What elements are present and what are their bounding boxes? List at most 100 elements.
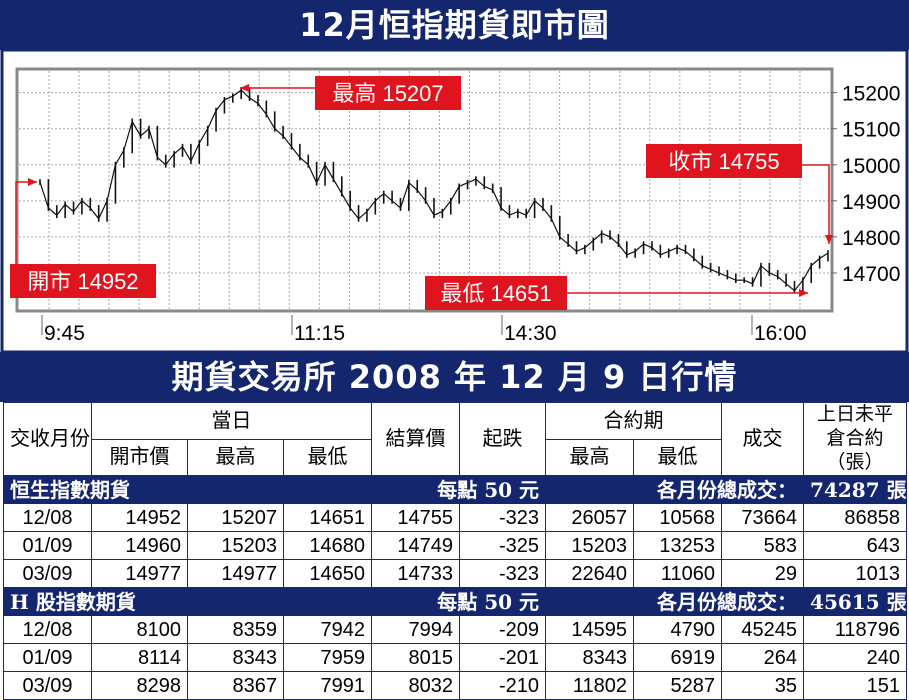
x-tick-label: 9:45 bbox=[44, 322, 85, 345]
table-cell: 29 bbox=[721, 559, 805, 588]
header-open: 開市價 bbox=[91, 438, 188, 476]
table-row: 03/09 14977 14977 14650 14733 -323 22640 11060 2… bbox=[3, 559, 908, 588]
open-box bbox=[10, 264, 156, 298]
table-row: 01/09 14960 15203 14680 14749 -325 15203 13253 5… bbox=[3, 531, 908, 560]
price-series bbox=[39, 87, 829, 294]
close-label: 收市 14755 bbox=[668, 149, 779, 174]
header-low: 最低 bbox=[282, 438, 373, 476]
table-cell: 8367 bbox=[187, 671, 284, 700]
header-row-1: 交收月份 當日 結算價 起跌 合約期 成交 上日未平倉合約（張） bbox=[3, 402, 908, 476]
section-name: 恒生指數期貨 bbox=[3, 475, 284, 504]
table-cell: 14977 bbox=[91, 559, 188, 588]
table-cell: 7959 bbox=[282, 643, 373, 672]
table-cell: 15207 bbox=[187, 503, 284, 532]
table-cell: 11802 bbox=[545, 671, 635, 700]
table-cell: 10568 bbox=[633, 503, 723, 532]
table-row: 01/09 8114 8343 7959 8015 -201 8343 6919 264 240 bbox=[3, 643, 908, 672]
table-cell: 45245 bbox=[721, 615, 805, 644]
table-cell: 14755 bbox=[371, 503, 461, 532]
table-cell: 4790 bbox=[633, 615, 723, 644]
table-body: 恒生指數期貨 每點 50 元各月份總成交： 74287 張 12/08 14952 152… bbox=[3, 475, 908, 700]
header-settle: 結算價 bbox=[371, 402, 461, 476]
y-tick-label: 15000 bbox=[842, 155, 900, 178]
x-tick-label: 14:30 bbox=[504, 322, 557, 345]
table-cell: 583 bbox=[721, 531, 805, 560]
table-cell: 264 bbox=[721, 643, 805, 672]
header-contract-low: 最低 bbox=[633, 438, 723, 476]
table-cell: 14960 bbox=[91, 531, 188, 560]
table-cell: 15203 bbox=[545, 531, 635, 560]
table-row: 03/09 8298 8367 7991 8032 -210 11802 5287 35 151 bbox=[3, 671, 908, 700]
section-per-point: 每點 50 元 bbox=[282, 587, 547, 616]
intraday-chart: 14700 14800 14900 15000 15100 15200 9:45 11:15… bbox=[0, 50, 909, 352]
low-label: 最低 14651 bbox=[440, 281, 551, 306]
header-high: 最高 bbox=[187, 438, 284, 476]
high-arrow-head bbox=[240, 84, 249, 92]
table-cell: -323 bbox=[459, 503, 547, 532]
table-cell: 14977 bbox=[187, 559, 284, 588]
table-cell: 13253 bbox=[633, 531, 723, 560]
low-arrow-head bbox=[799, 289, 808, 297]
table-cell: 8015 bbox=[371, 643, 461, 672]
table-cell: 240 bbox=[803, 643, 908, 672]
table-cell: 14680 bbox=[282, 531, 373, 560]
close-arrow-head bbox=[825, 235, 833, 244]
table-cell: 5287 bbox=[633, 671, 723, 700]
table-cell: 14749 bbox=[371, 531, 461, 560]
section-total-label: 各月份總成交： bbox=[545, 587, 805, 616]
table-cell: 7942 bbox=[282, 615, 373, 644]
header-open-interest: 上日未平倉合約（張） bbox=[803, 402, 908, 476]
table-cell: 14952 bbox=[91, 503, 188, 532]
table-cell: 01/09 bbox=[3, 643, 92, 672]
futures-table: 交收月份 當日 結算價 起跌 合約期 成交 上日未平倉合約（張） 開市價 最高 … bbox=[3, 402, 908, 700]
y-tick-label: 14700 bbox=[842, 263, 900, 286]
x-axis: 9:45 11:15 14:30 16:00 bbox=[41, 315, 807, 345]
table-cell: 8032 bbox=[371, 671, 461, 700]
table-cell: 1013 bbox=[803, 559, 908, 588]
open-label: 開市 14952 bbox=[27, 269, 138, 294]
table-cell: 643 bbox=[803, 531, 908, 560]
table-cell: 86858 bbox=[803, 503, 908, 532]
section-header-row: H 股指數期貨 每點 50 元各月份總成交： 45615 張 bbox=[3, 587, 908, 616]
high-box bbox=[315, 76, 461, 110]
y-tick-label: 15200 bbox=[842, 83, 900, 106]
x-tick-label: 11:15 bbox=[294, 322, 345, 345]
section-name: H 股指數期貨 bbox=[3, 587, 284, 616]
x-tick-label: 16:00 bbox=[754, 322, 807, 345]
close-arrow-line bbox=[802, 164, 830, 244]
table-cell: 14650 bbox=[282, 559, 373, 588]
table-cell: -210 bbox=[459, 671, 547, 700]
section-total-label: 各月份總成交： bbox=[545, 475, 805, 504]
table-cell: -201 bbox=[459, 643, 547, 672]
table-cell: 8359 bbox=[187, 615, 284, 644]
table-cell: 03/09 bbox=[3, 671, 92, 700]
low-box bbox=[425, 276, 567, 310]
table-row: 12/08 14952 15207 14651 14755 -323 26057 10568 7… bbox=[3, 503, 908, 532]
header-row-2: 開市價 最高 最低 最高 最低 bbox=[4, 438, 907, 476]
table-cell: 14595 bbox=[545, 615, 635, 644]
plot-border bbox=[15, 67, 834, 313]
table-cell: 6919 bbox=[633, 643, 723, 672]
y-axis: 14700 14800 14900 15000 15100 15200 bbox=[831, 83, 900, 286]
table-cell: 8343 bbox=[187, 643, 284, 672]
y-tick-label: 15100 bbox=[842, 119, 900, 142]
open-arrow-head bbox=[28, 178, 37, 186]
price-line bbox=[39, 89, 829, 292]
table-cell: 8298 bbox=[91, 671, 188, 700]
table-cell: 03/09 bbox=[3, 559, 92, 588]
table-cell: -209 bbox=[459, 615, 547, 644]
table-cell: 151 bbox=[803, 671, 908, 700]
section-header-row: 恒生指數期貨 每點 50 元各月份總成交： 74287 張 bbox=[3, 475, 908, 504]
table-cell: 11060 bbox=[633, 559, 723, 588]
header-contract-high: 最高 bbox=[545, 438, 635, 476]
header-volume: 成交 bbox=[721, 402, 805, 476]
table-cell: 73664 bbox=[721, 503, 805, 532]
table-cell: 12/08 bbox=[3, 615, 92, 644]
section-total: 45615 張 bbox=[803, 587, 908, 616]
table-cell: 8100 bbox=[91, 615, 188, 644]
close-box bbox=[646, 144, 802, 178]
header-month: 交收月份 bbox=[3, 402, 92, 476]
table-cell: 7991 bbox=[282, 671, 373, 700]
high-label: 最高 15207 bbox=[332, 81, 443, 106]
table-title: 期貨交易所 2008 年 12 月 9 日行情 bbox=[0, 352, 909, 402]
